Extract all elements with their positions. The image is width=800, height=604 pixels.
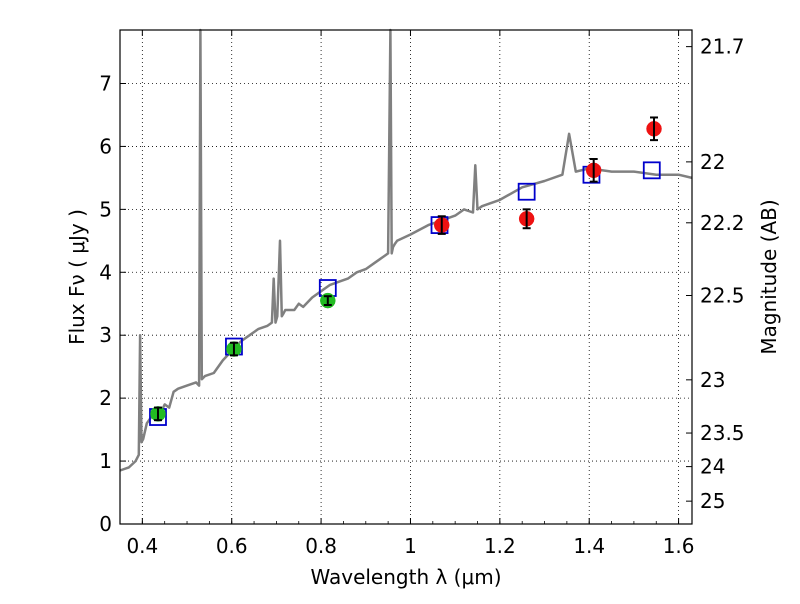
y-tick-label: 6 <box>99 134 112 158</box>
y-tick-label: 0 <box>99 512 112 536</box>
right-tick-label: 23.5 <box>700 421 745 445</box>
grid <box>120 30 692 524</box>
x-tick-label: 1.2 <box>484 534 516 558</box>
plot-area <box>119 28 693 472</box>
right-tick-label: 22 <box>700 150 725 174</box>
right-tick-label: 25 <box>700 489 725 513</box>
right-tick-label: 24 <box>700 455 725 479</box>
x-tick-label: 0.6 <box>216 534 248 558</box>
y-tick-label: 4 <box>99 260 112 284</box>
x-tick-label: 1.6 <box>663 534 695 558</box>
y-tick-label: 7 <box>99 71 112 95</box>
right-tick-label: 22.5 <box>700 284 745 308</box>
y-tick-label: 2 <box>99 386 112 410</box>
plot-frame <box>119 29 693 525</box>
x-tick-label: 0.4 <box>126 534 158 558</box>
model-square <box>517 182 536 201</box>
y-tick-label: 3 <box>99 323 112 347</box>
x-tick-label: 1.4 <box>573 534 605 558</box>
x-axis-title: Wavelength λ (μm) <box>310 565 501 589</box>
right-tick-label: 23 <box>700 368 725 392</box>
model-square <box>642 161 661 180</box>
axis-ticks: 0.4 0.6 0.8 1 1.2 1.4 1.60123456721.72222.222.… <box>99 30 745 558</box>
x-tick-label: 0.8 <box>305 534 337 558</box>
right-axis-title: Magnitude (AB) <box>757 199 781 354</box>
y-tick-label: 1 <box>99 449 112 473</box>
spectrum-line <box>119 28 693 472</box>
right-tick-label: 21.7 <box>700 35 745 59</box>
y-tick-label: 5 <box>99 197 112 221</box>
y-axis-title: Flux Fν ( μJy ) <box>65 209 89 345</box>
x-tick-label: 1 <box>404 534 417 558</box>
right-tick-label: 22.2 <box>700 211 745 235</box>
